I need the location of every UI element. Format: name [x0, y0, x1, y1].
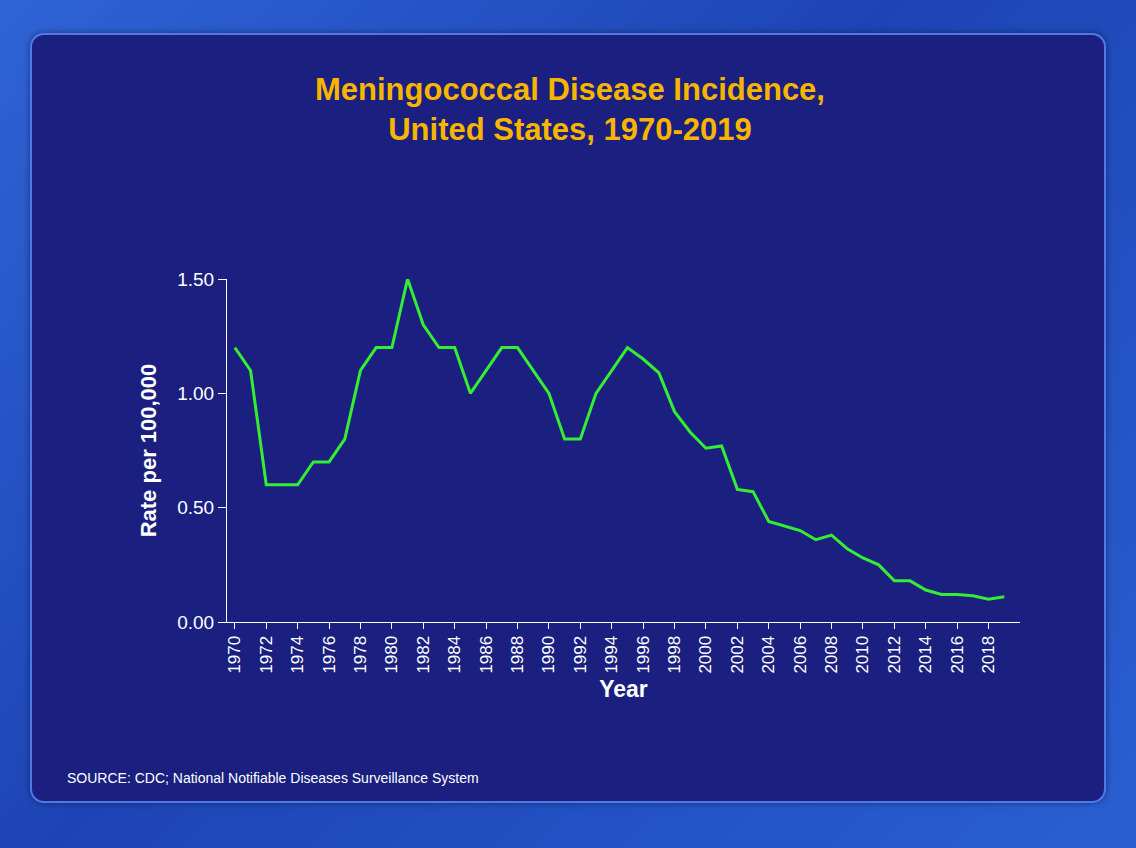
svg-text:1980: 1980	[382, 636, 401, 674]
svg-text:1978: 1978	[351, 636, 370, 674]
svg-text:1986: 1986	[477, 636, 496, 674]
svg-text:2014: 2014	[916, 636, 935, 674]
svg-text:1982: 1982	[414, 636, 433, 674]
svg-text:1988: 1988	[508, 636, 527, 674]
svg-text:2010: 2010	[853, 636, 872, 674]
svg-text:SOURCE: CDC; National Notifiab: SOURCE: CDC; National Notifiable Disease…	[67, 770, 479, 786]
svg-text:2012: 2012	[885, 636, 904, 674]
svg-text:2016: 2016	[948, 636, 967, 674]
svg-text:0.00: 0.00	[177, 612, 214, 633]
svg-text:1992: 1992	[571, 636, 590, 674]
svg-text:2018: 2018	[979, 636, 998, 674]
svg-text:1976: 1976	[320, 636, 339, 674]
svg-text:1974: 1974	[288, 636, 307, 674]
svg-text:1.00: 1.00	[177, 383, 214, 404]
svg-text:1972: 1972	[257, 636, 276, 674]
svg-text:2008: 2008	[822, 636, 841, 674]
svg-text:2004: 2004	[759, 636, 778, 674]
svg-text:Year: Year	[599, 676, 648, 702]
svg-text:1994: 1994	[602, 636, 621, 674]
svg-text:1.50: 1.50	[177, 269, 214, 290]
svg-text:2000: 2000	[696, 636, 715, 674]
svg-text:1998: 1998	[665, 636, 684, 674]
svg-text:2002: 2002	[728, 636, 747, 674]
svg-text:1990: 1990	[539, 636, 558, 674]
svg-text:0.50: 0.50	[177, 497, 214, 518]
svg-text:Rate per 100,000: Rate per 100,000	[136, 364, 161, 538]
svg-text:2006: 2006	[791, 636, 810, 674]
svg-text:1970: 1970	[225, 636, 244, 674]
svg-text:Meningococcal Disease Incidenc: Meningococcal Disease Incidence,United S…	[315, 72, 825, 147]
svg-text:1984: 1984	[445, 636, 464, 674]
svg-text:1996: 1996	[634, 636, 653, 674]
